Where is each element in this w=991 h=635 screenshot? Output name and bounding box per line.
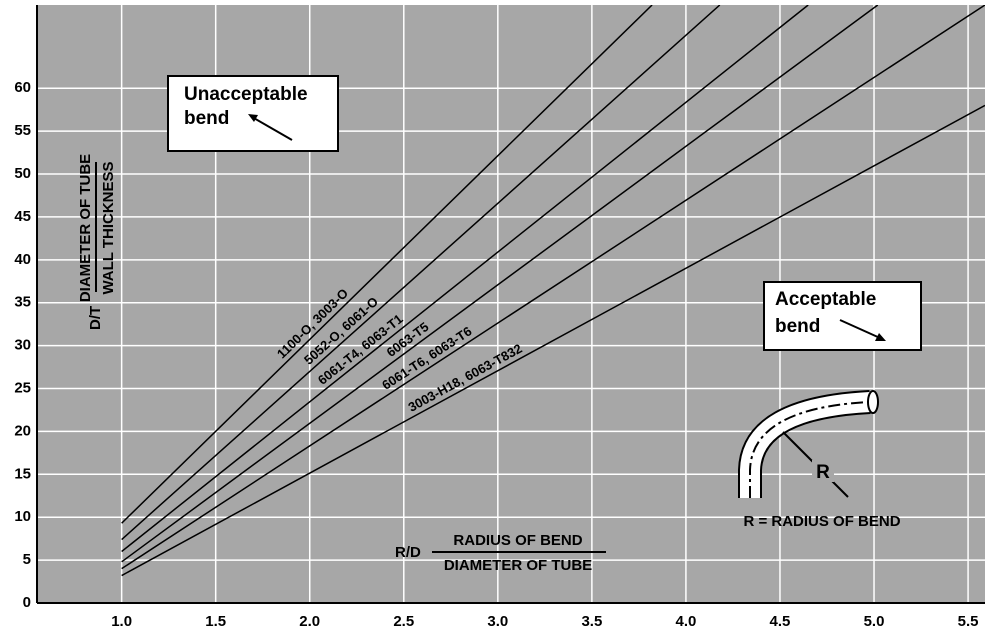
y-tick-label: 20 [14, 422, 31, 439]
x-tick-label: 3.0 [487, 613, 508, 630]
x-tick-label: 5.0 [864, 613, 885, 630]
annotation-box [763, 281, 922, 351]
series-line [121, 104, 985, 577]
y-tick-label: 60 [14, 79, 31, 96]
y-tick-label: 55 [14, 122, 31, 139]
x-axis-numerator: RADIUS OF BEND [453, 532, 582, 549]
y-tick-label: 40 [14, 251, 31, 268]
series-line [121, 5, 721, 541]
y-tick-label: 30 [14, 337, 31, 354]
tube-centerline [749, 401, 871, 498]
x-axis-denominator: DIAMETER OF TUBE [444, 557, 592, 574]
y-tick-label: 35 [14, 294, 31, 311]
y-tick-label: 50 [14, 165, 31, 182]
annotation: R [816, 462, 830, 483]
y-tick-label: 0 [23, 594, 31, 611]
x-tick-label: 4.0 [675, 613, 696, 630]
series-line [121, 5, 879, 563]
annotation: R = RADIUS OF BEND [743, 513, 900, 530]
y-tick-label: 25 [14, 379, 31, 396]
x-tick-label: 1.0 [111, 613, 132, 630]
series-line [121, 5, 985, 570]
x-tick-label: 1.5 [205, 613, 226, 630]
annotation: bend [775, 316, 820, 337]
annotation: Unacceptable [184, 84, 308, 105]
tube-end [867, 390, 879, 414]
y-tick-label: 45 [14, 208, 31, 225]
annotation: Acceptable [775, 289, 876, 310]
annotation-box [167, 75, 339, 152]
y-tick-label: 5 [23, 551, 31, 568]
y-tick-label: 15 [14, 465, 31, 482]
y-axis-symbol: D/T [87, 306, 104, 330]
x-tick-label: 3.5 [581, 613, 602, 630]
annotation: bend [184, 108, 229, 129]
x-axis-symbol: R/D [395, 544, 421, 561]
x-tick-label: 2.0 [299, 613, 320, 630]
x-tick-label: 4.5 [770, 613, 791, 630]
arrowhead [875, 333, 886, 341]
y-tick-label: 10 [14, 508, 31, 525]
arrow [839, 319, 881, 339]
label-bg [812, 460, 834, 482]
series-line [121, 5, 653, 524]
arrowhead [248, 114, 258, 122]
arrow [251, 116, 293, 141]
y-axis-denominator: WALL THICKNESS [100, 161, 117, 294]
x-tick-label: 5.5 [958, 613, 979, 630]
series-line [121, 5, 809, 553]
y-axis-numerator: DIAMETER OF TUBE [77, 154, 94, 302]
x-tick-label: 2.5 [393, 613, 414, 630]
